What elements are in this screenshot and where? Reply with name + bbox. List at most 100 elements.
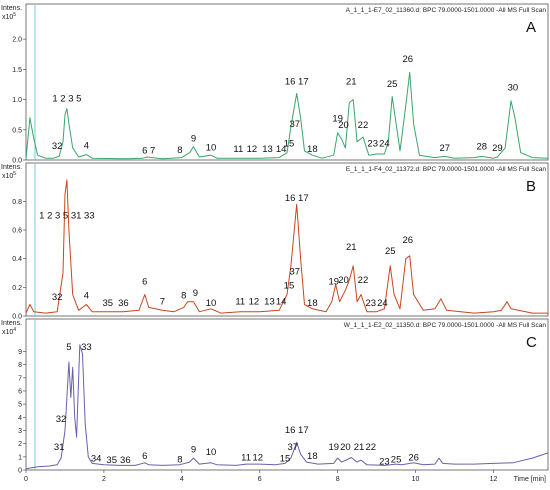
peak-label: 25 (385, 246, 396, 257)
peak-label: 22 (358, 120, 369, 131)
y-tick-label: 1 (18, 454, 22, 461)
y-axis-title: Intens. (1, 320, 22, 327)
x-tick-label: 6 (258, 476, 262, 483)
peak-label: 29 (492, 143, 503, 154)
peak-label: 7 (150, 145, 155, 156)
y-tick-label: 9 (18, 349, 22, 356)
peak-label: 10 (206, 447, 217, 458)
x-axis-title: Time [min] (514, 476, 546, 483)
peak-label: 4 (84, 141, 89, 152)
peak-label: 12 (249, 296, 260, 307)
peak-label: 26 (402, 54, 413, 65)
peak-label: 20 (338, 275, 349, 286)
peak-label: 9 (191, 445, 196, 456)
y-tick-label: 0.2 (12, 285, 22, 292)
peak-label: 14 (276, 296, 287, 307)
panel-header-C: W_1_1_1-E2_02_11350.d: BPC 79.0000-1501.… (344, 322, 547, 329)
y-tick-label: 0.8 (12, 199, 22, 206)
peak-label: 20 (338, 120, 349, 131)
peak-label: 21 (354, 442, 365, 453)
peak-label: 23 (367, 139, 378, 150)
peak-label: 6 (142, 276, 147, 287)
y-tick-label: 2.0 (12, 37, 22, 44)
panel-letter: B (526, 178, 536, 195)
peak-label: 8 (181, 291, 186, 302)
peak-label: 36 (118, 298, 129, 309)
y-axis-exponent: x105 (2, 12, 16, 21)
peak-label: 37 (290, 266, 301, 277)
panel-header-A: A_1_1_1-E7_02_11360.d: BPC 79.0000-1501.… (346, 7, 547, 14)
panel-frame (25, 318, 549, 471)
y-axis-title: Intens. (1, 5, 22, 12)
peak-label: 21 (346, 242, 357, 253)
x-tick-label: 12 (490, 476, 498, 483)
peak-label: 16 17 (285, 193, 309, 204)
peak-label: 11 (233, 144, 243, 155)
peak-label: 14 (276, 144, 287, 155)
peak-label: 23 (365, 298, 376, 309)
peak-label: 20 (340, 442, 351, 453)
peak-label: 22 (365, 442, 376, 453)
peak-label: 18 (307, 298, 318, 309)
peak-label: 27 (439, 143, 450, 154)
peak-label: 19 (328, 442, 339, 453)
y-tick-label: 1.5 (12, 67, 22, 74)
y-tick-label: 1.0 (12, 97, 22, 104)
y-tick-label: 0.6 (12, 228, 22, 235)
peak-label: 12 (252, 452, 263, 463)
y-axis-exponent: x104 (2, 327, 16, 336)
peak-label: 9 (193, 288, 198, 299)
y-tick-label: 0.0 (12, 314, 22, 321)
panel-letter: C (526, 334, 537, 351)
y-tick-label: 2 (18, 441, 22, 448)
x-tick-label: 2 (102, 476, 106, 483)
y-tick-label: 6 (18, 388, 22, 395)
y-tick-label: 3 (18, 428, 22, 435)
peak-label: 9 (191, 133, 196, 144)
x-tick-label: 10 (412, 476, 420, 483)
peak-label: 37 (288, 442, 299, 453)
peak-label: 34 (91, 454, 102, 465)
peak-label: 6 (142, 145, 147, 156)
peak-label: 22 (358, 275, 369, 286)
chromatogram-trace-B (25, 179, 548, 314)
y-axis-exponent: x105 (2, 171, 16, 180)
peak-label: 18 (307, 451, 318, 462)
peak-label: 19 (328, 276, 339, 287)
peak-label: 30 (508, 83, 519, 94)
x-tick-label: 0 (24, 476, 28, 483)
panel-frame (25, 162, 549, 317)
peak-label: 33 (81, 342, 92, 353)
panel-header-B: E_1_1_1-F4_02_11372.d: BPC 79.0000-1501.… (346, 166, 546, 173)
peak-label: 13 (264, 296, 275, 307)
peak-label: 32 (52, 141, 63, 152)
peak-label: 31 (54, 442, 65, 453)
y-tick-label: 7 (18, 375, 22, 382)
x-tick-label: 4 (180, 476, 184, 483)
peak-label: 24 (379, 139, 390, 150)
y-tick-label: 4 (18, 415, 22, 422)
peak-label: 35 (106, 455, 117, 466)
peak-label: 24 (377, 298, 388, 309)
y-tick-label: 0.4 (12, 256, 22, 263)
peak-label: 36 (120, 455, 131, 466)
y-axis-title: Intens. (1, 164, 22, 171)
peak-label: 32 (56, 414, 67, 425)
peak-label: 16 17 (285, 76, 309, 87)
peak-label: 1 2 3 5 31 33 (39, 210, 94, 221)
panel-letter: A (526, 19, 536, 36)
peak-label: 19 (332, 113, 343, 124)
peak-label: 35 (103, 298, 114, 309)
peak-label: 10 (206, 142, 217, 153)
peak-label: 28 (476, 142, 487, 153)
peak-label: 1 2 3 5 (52, 93, 81, 104)
panel-frame (25, 3, 549, 161)
peak-label: 32 (52, 292, 63, 303)
peak-label: 4 (84, 291, 89, 302)
peak-label: 18 (307, 144, 318, 155)
chromatogram-trace-A (25, 71, 549, 160)
peak-label: 16 17 (285, 425, 309, 436)
peak-label: 25 (391, 454, 402, 465)
peak-label: 8 (177, 145, 182, 156)
